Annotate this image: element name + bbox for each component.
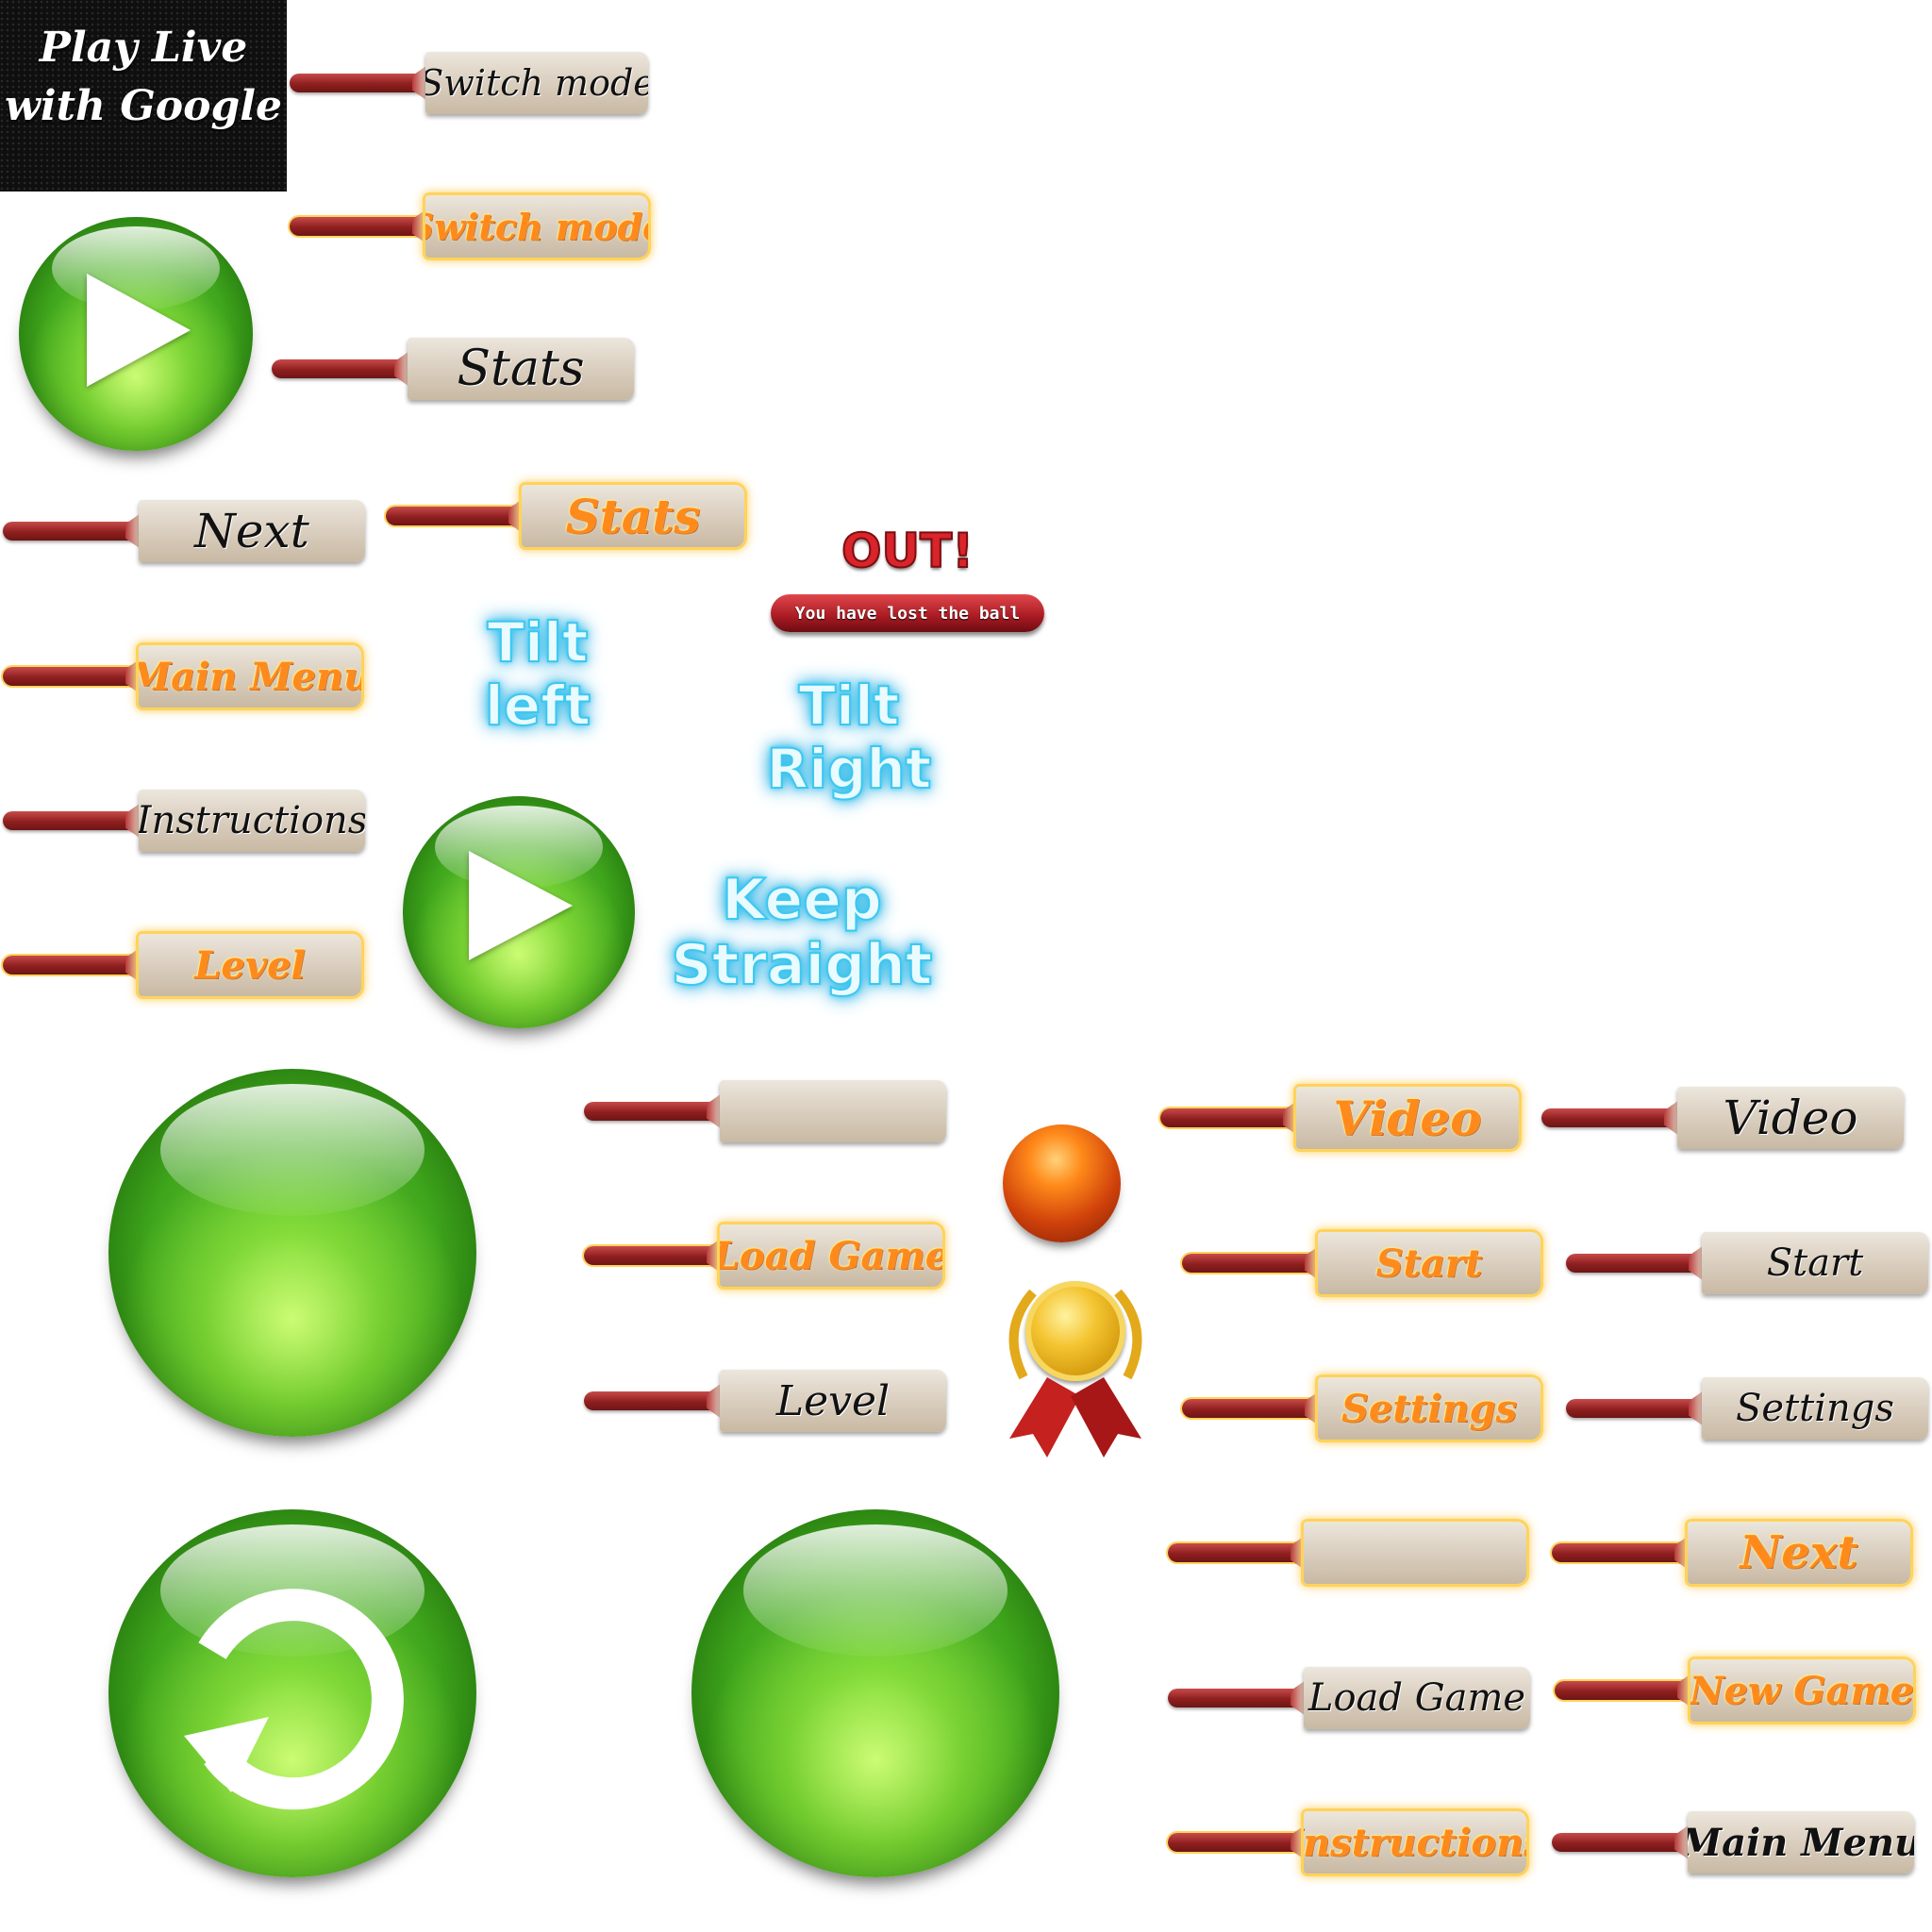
settings-label: Settings	[1736, 1387, 1894, 1430]
start-button[interactable]: Start	[1566, 1232, 1928, 1294]
out-badge: OUT! You have lost the ball	[766, 523, 1049, 646]
level-label: Level	[775, 1376, 891, 1425]
blank-bat-button-active[interactable]	[1168, 1522, 1526, 1584]
play-orb-button[interactable]	[19, 217, 253, 451]
out-subtitle-bar: You have lost the ball	[771, 594, 1044, 632]
main-menu-label: Main Menu	[1688, 1820, 1914, 1865]
instructions-label: Instructions	[139, 799, 365, 842]
next-button[interactable]: Next	[3, 500, 365, 562]
google-tile-line1: Play Live	[39, 24, 248, 72]
play-live-with-google-button[interactable]: Play Live with Google	[0, 0, 287, 192]
settings-button-active[interactable]: Settings	[1182, 1377, 1541, 1440]
tilt-left-line1: Tilt	[486, 610, 589, 675]
stats-active-label: Stats	[565, 488, 701, 544]
next-active-label: Next	[1740, 1526, 1858, 1579]
replay-icon	[184, 1589, 404, 1810]
stats-label: Stats	[457, 341, 585, 397]
level-button-active[interactable]: Level	[3, 934, 361, 996]
medal-icon	[991, 1274, 1160, 1462]
switch-mode-label: Switch mode	[425, 62, 648, 104]
blank-bat-button[interactable]	[584, 1080, 946, 1142]
load-game-button[interactable]: Load Game	[1168, 1667, 1530, 1729]
switch-mode-button[interactable]: Switch mode	[290, 52, 648, 114]
load-game-active-label: Load Game	[720, 1233, 942, 1278]
medal-disc	[1025, 1281, 1125, 1381]
start-button-active[interactable]: Start	[1182, 1232, 1541, 1294]
video-label: Video	[1723, 1091, 1858, 1145]
load-game-label: Load Game	[1307, 1676, 1526, 1720]
load-game-button-active[interactable]: Load Game	[584, 1224, 942, 1287]
stats-button-active[interactable]: Stats	[386, 485, 744, 547]
instructions-button[interactable]: Instructions	[3, 790, 365, 852]
google-tile-line2: with Google	[5, 82, 282, 130]
play-icon	[469, 851, 573, 960]
out-title: OUT!	[841, 523, 974, 579]
main-menu-button[interactable]: Main Menu	[1552, 1811, 1914, 1874]
cricket-ball-icon	[1003, 1124, 1121, 1242]
main-menu-button-active[interactable]: Main Menu	[3, 645, 361, 708]
play-icon	[87, 274, 191, 387]
start-label: Start	[1766, 1241, 1864, 1285]
video-button[interactable]: Video	[1541, 1087, 1904, 1149]
video-button-active[interactable]: Video	[1160, 1087, 1519, 1149]
keep-straight-text: Keep Straight	[660, 867, 943, 999]
instructions-button-active[interactable]: Instructions	[1168, 1811, 1526, 1874]
blank-orb-button-2[interactable]	[691, 1509, 1059, 1877]
new-game-active-label: New Game	[1690, 1668, 1913, 1713]
settings-active-label: Settings	[1341, 1386, 1518, 1431]
play-orb-button-small[interactable]	[403, 796, 635, 1028]
video-active-label: Video	[1333, 1090, 1482, 1146]
tilt-left-line2: left	[484, 673, 591, 738]
next-button-active[interactable]: Next	[1552, 1522, 1910, 1584]
level-active-label: Level	[194, 942, 306, 988]
out-subtitle: You have lost the ball	[794, 603, 1021, 624]
next-label: Next	[194, 504, 309, 558]
settings-button[interactable]: Settings	[1566, 1377, 1928, 1440]
switch-mode-button-active[interactable]: Switch mode	[290, 195, 648, 258]
instructions-active-label: Instructions	[1304, 1820, 1526, 1865]
tilt-right-line1: Tilt	[797, 674, 900, 738]
tilt-left-text: Tilt left	[425, 610, 651, 738]
stats-button[interactable]: Stats	[272, 338, 634, 400]
blank-orb-button[interactable]	[108, 1069, 476, 1437]
replay-orb-button[interactable]	[108, 1509, 476, 1877]
new-game-button-active[interactable]: New Game	[1555, 1659, 1913, 1722]
keep-straight-line2: Straight	[671, 932, 934, 999]
tilt-right-text: Tilt Right	[717, 674, 981, 801]
start-active-label: Start	[1375, 1241, 1483, 1286]
keep-straight-line1: Keep	[721, 867, 883, 934]
switch-mode-active-label: Switch mode	[425, 205, 648, 248]
level-button[interactable]: Level	[584, 1370, 946, 1432]
main-menu-active-label: Main Menu	[139, 654, 361, 699]
tilt-right-line2: Right	[765, 736, 932, 801]
